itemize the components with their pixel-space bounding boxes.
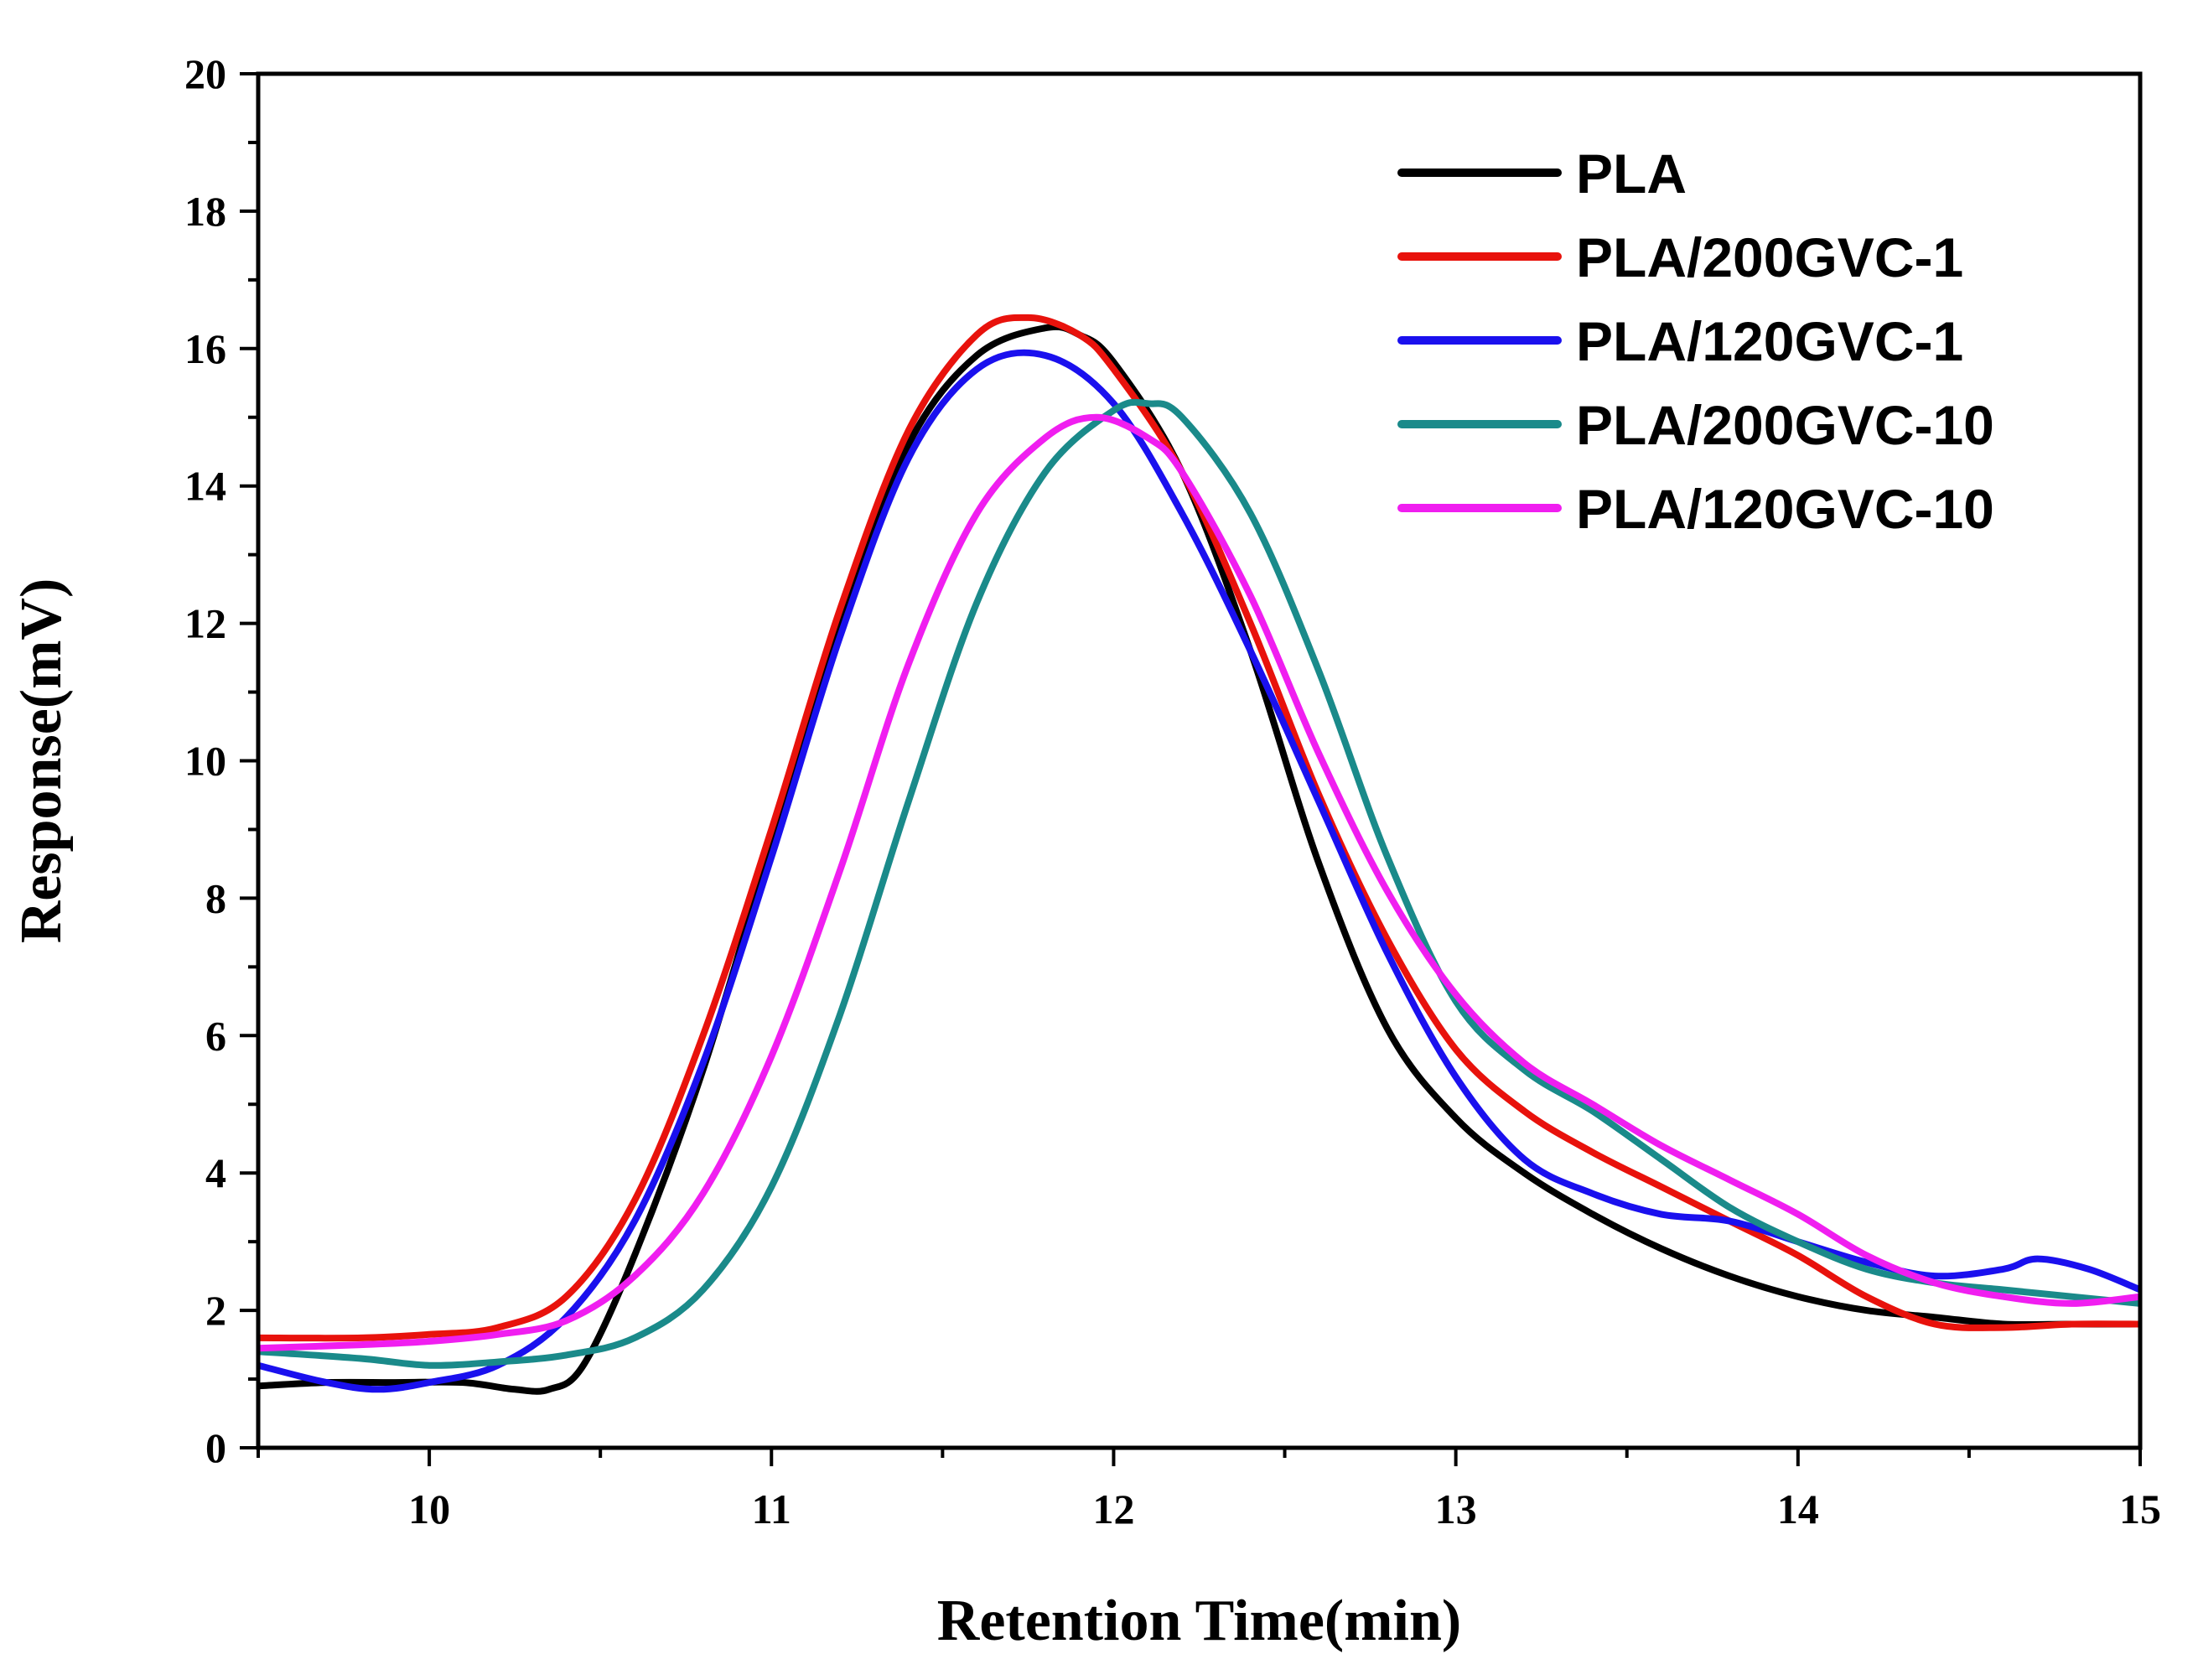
- y-tick-label: 4: [205, 1149, 226, 1196]
- x-tick-label: 10: [408, 1486, 450, 1532]
- series-layer: [258, 314, 2140, 1395]
- series-line-1: [258, 323, 2140, 1395]
- y-tick-label: 8: [205, 874, 226, 921]
- y-tick-label: 14: [184, 463, 226, 510]
- series-line-5: [258, 413, 2140, 1352]
- x-tick-label: 12: [1092, 1486, 1134, 1532]
- y-tick-label: 10: [184, 738, 226, 785]
- legend: PLA PLA/200GVC-1 PLA/120GVC-1 PLA/200GVC-10…: [1397, 143, 1994, 540]
- y-tick-label: 20: [184, 50, 226, 97]
- series-line-2: [258, 314, 2140, 1342]
- y-axis-title: Response(mV): [9, 578, 74, 944]
- y-tick-label: 6: [205, 1012, 226, 1059]
- x-tick-label: 13: [1435, 1486, 1477, 1532]
- x-tick-label: 14: [1777, 1486, 1819, 1532]
- axes-layer: 10 11 12 13 14 15 0 2 4 6 8 10 12 14 16 18 20: [184, 50, 2161, 1532]
- y-tick-label: 12: [184, 600, 226, 647]
- x-tick-label: 15: [2119, 1486, 2161, 1532]
- y-tick-label: 0: [205, 1424, 226, 1471]
- series-line-4: [258, 398, 2140, 1369]
- legend-label: PLA/120GVC-10: [1576, 478, 1994, 540]
- legend-label: PLA/120GVC-1: [1576, 310, 1963, 372]
- legend-label: PLA/200GVC-10: [1576, 394, 1994, 456]
- y-tick-label: 2: [205, 1287, 226, 1334]
- legend-label: PLA/200GVC-1: [1576, 226, 1963, 288]
- x-axis-title: Retention Time(min): [937, 1589, 1461, 1653]
- y-tick-label: 18: [184, 188, 226, 235]
- x-tick-label: 11: [752, 1486, 791, 1532]
- legend-label: PLA: [1576, 143, 1687, 205]
- y-tick-label: 16: [184, 325, 226, 372]
